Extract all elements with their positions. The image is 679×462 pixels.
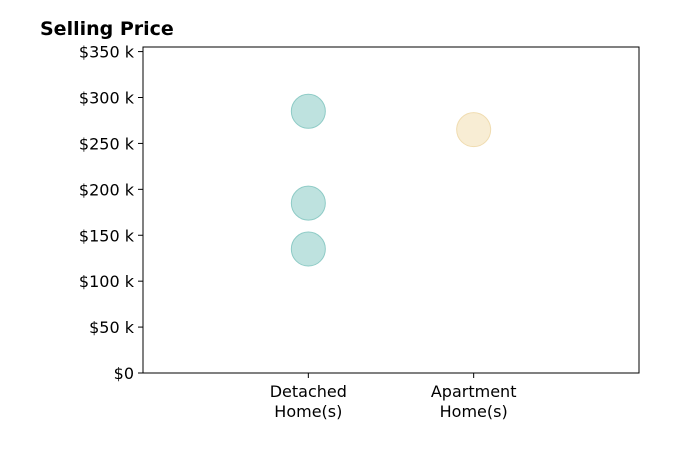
plot-area: $0 $50 k $100 k $150 k $200 k $250 k $300 k $35… (79, 43, 640, 421)
y-tick-label: $50 k (89, 318, 135, 337)
x-tick-label: Detached Home(s) (270, 382, 347, 421)
data-point (290, 231, 326, 267)
data-point (456, 112, 492, 148)
x-tick-label: Apartment Home(s) (431, 382, 517, 421)
y-tick-label: $250 k (79, 134, 135, 153)
data-point (290, 185, 326, 221)
y-tick-label: $100 k (79, 272, 135, 291)
plot-frame (142, 46, 640, 374)
data-point (290, 93, 326, 129)
y-tick-label: $350 k (79, 43, 135, 62)
y-tick-label: $300 k (79, 89, 135, 108)
y-tick-label: $0 (114, 364, 134, 383)
y-tick-label: $200 k (79, 180, 135, 199)
y-tick-label: $150 k (79, 226, 135, 245)
chart-title: Selling Price (40, 18, 174, 40)
